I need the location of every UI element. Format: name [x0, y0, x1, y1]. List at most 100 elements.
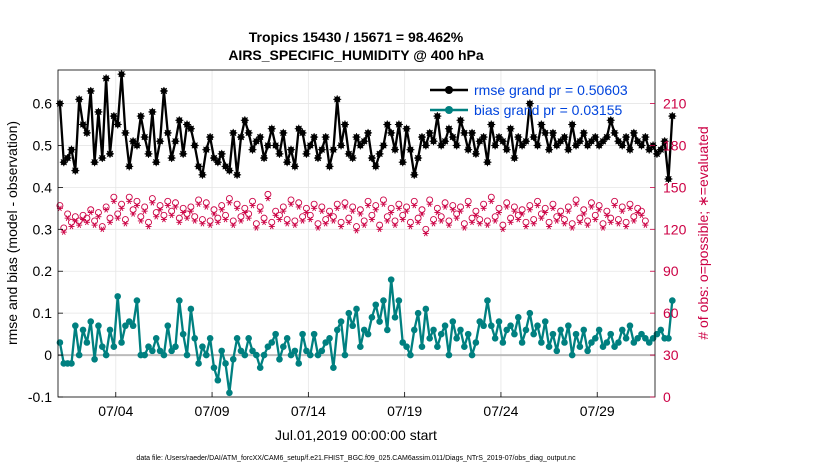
obs-evaluated-point — [392, 222, 399, 228]
obs-possible-point — [468, 214, 476, 222]
obs-possible-point — [564, 203, 572, 211]
bias-point — [584, 347, 591, 355]
rmse-point — [441, 137, 450, 146]
bias-point — [345, 309, 353, 317]
obs-evaluated-point — [80, 216, 87, 223]
rmse-point — [360, 137, 369, 146]
obs-possible-point — [364, 197, 372, 205]
obs-evaluated-point — [157, 206, 164, 213]
y-right-tick-label: 90 — [663, 263, 679, 279]
bias-point — [557, 326, 564, 334]
bias-point — [449, 318, 457, 325]
rmse-point — [545, 145, 554, 154]
obs-evaluated-point — [403, 208, 410, 214]
rmse-point — [521, 137, 530, 146]
bias-point — [249, 347, 256, 355]
rmse-point — [186, 124, 195, 133]
obs-evaluated-point — [461, 225, 468, 231]
obs-possible-point — [453, 210, 461, 218]
rmse-point — [660, 137, 669, 146]
obs-evaluated-point — [226, 199, 233, 206]
obs-possible-point — [195, 196, 203, 204]
legend-rmse-label: rmse grand pr = 0.50603 — [474, 82, 628, 98]
obs-possible-point — [530, 216, 538, 223]
rmse-point — [506, 124, 515, 133]
obs-evaluated-point — [434, 209, 441, 216]
obs-possible-point — [353, 223, 360, 230]
bias-point — [461, 343, 468, 350]
bias-point — [665, 335, 672, 342]
bias-point — [333, 326, 341, 334]
rmse-point — [533, 141, 542, 150]
obs-possible-point — [534, 197, 541, 205]
obs-possible-point — [341, 199, 349, 207]
obs-possible-point — [595, 202, 603, 210]
bias-point — [395, 297, 403, 304]
rmse-point — [298, 128, 307, 137]
rmse-point — [664, 175, 673, 183]
obs-possible-point — [507, 214, 515, 222]
bias-point — [553, 347, 561, 355]
x-tick-label: 07/04 — [98, 403, 133, 419]
obs-evaluated-point — [368, 216, 375, 223]
obs-possible-point — [472, 207, 480, 215]
obs-possible-point — [414, 214, 422, 222]
obs-possible-point — [437, 213, 445, 221]
obs-evaluated-point — [615, 220, 622, 227]
rmse-point — [79, 120, 88, 129]
obs-evaluated-point — [357, 211, 364, 217]
bias-point — [561, 339, 568, 346]
obs-possible-point — [360, 217, 368, 225]
rmse-point — [302, 149, 311, 158]
obs-evaluated-point — [114, 215, 121, 221]
bias-point — [530, 330, 537, 338]
obs-possible-point — [225, 195, 233, 203]
rmse-point — [448, 133, 457, 142]
bias-point — [522, 326, 530, 334]
rmse-point — [117, 70, 126, 79]
obs-evaluated-point — [384, 218, 391, 224]
rmse-point — [121, 128, 130, 137]
rmse-point — [583, 141, 592, 150]
bias-point — [549, 330, 557, 338]
obs-possible-point — [94, 209, 102, 216]
bias-point — [91, 355, 98, 363]
obs-evaluated-point — [365, 202, 372, 209]
rmse-point — [260, 154, 269, 163]
obs-evaluated-point — [95, 213, 102, 220]
rmse-point — [337, 141, 346, 150]
obs-evaluated-point — [619, 208, 626, 214]
rmse-point — [579, 128, 588, 137]
obs-evaluated-point — [303, 209, 310, 216]
rmse-point — [113, 120, 122, 129]
rmse-point — [90, 158, 99, 167]
obs-evaluated-point — [542, 209, 549, 216]
y-right-tick-label: 120 — [663, 221, 687, 237]
bias-point — [299, 330, 306, 338]
obs-possible-point — [518, 206, 526, 214]
rmse-point — [310, 133, 319, 142]
obs-evaluated-point — [87, 209, 94, 216]
obs-evaluated-point — [469, 219, 476, 226]
obs-evaluated-point — [218, 206, 225, 213]
rmse-point — [71, 166, 80, 175]
obs-evaluated-point — [642, 222, 649, 228]
bias-point — [422, 305, 430, 313]
bias-point — [607, 330, 615, 338]
rmse-point — [606, 116, 615, 125]
bias-point — [303, 347, 310, 355]
bias-point — [118, 339, 125, 346]
rmse-point — [560, 133, 569, 142]
obs-evaluated-point — [453, 215, 460, 221]
bias-point — [503, 326, 511, 334]
y-left-tick-label: 0 — [44, 347, 52, 363]
rmse-point — [209, 154, 218, 163]
obs-evaluated-point — [230, 222, 237, 228]
obs-evaluated-point — [187, 208, 194, 214]
bias-point — [615, 339, 622, 346]
obs-possible-point — [599, 220, 607, 228]
rmse-point — [279, 128, 288, 137]
obs-possible-point — [156, 202, 164, 210]
obs-evaluated-point — [465, 202, 472, 209]
bias-point — [295, 360, 303, 367]
